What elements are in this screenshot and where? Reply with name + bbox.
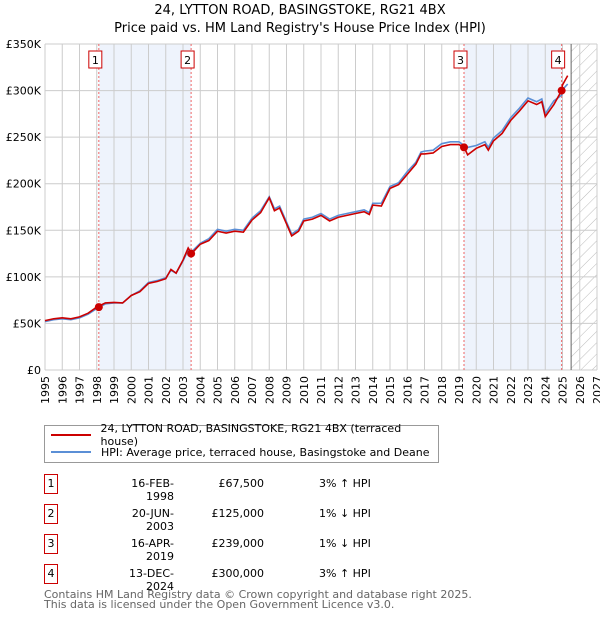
sale-price: £239,000: [211, 537, 265, 550]
y-tick-label: £300K: [6, 85, 42, 98]
sale-marker-number: 1: [44, 474, 58, 494]
x-tick-label: 2008: [263, 376, 276, 404]
sale-date: 20-JUN-2003: [131, 507, 174, 533]
shaded-period: [464, 44, 562, 370]
legend-item-property: 24, LYTTON ROAD, BASINGSTOKE, RG21 4BX (…: [51, 422, 438, 448]
legend-swatch-blue: [51, 451, 91, 453]
x-tick-label: 2016: [401, 376, 414, 404]
y-tick-label: £50K: [13, 317, 42, 330]
x-tick-label: 2022: [505, 376, 518, 404]
x-tick-label: 1998: [91, 376, 104, 404]
x-tick-label: 2021: [488, 376, 501, 404]
x-tick-label: 1995: [39, 376, 52, 404]
legend-label: HPI: Average price, terraced house, Basi…: [101, 445, 430, 459]
sale-marker-number: 2: [44, 504, 58, 524]
sale-marker-box: [180, 50, 195, 69]
y-tick-label: £100K: [6, 271, 42, 284]
sale-marker-label: 2: [184, 54, 191, 67]
x-tick-label: 2012: [332, 376, 345, 404]
price-line: [44, 75, 569, 322]
sale-row: 1 16-FEB-1998 £67,500 3% ↑ HPI: [44, 474, 464, 503]
sale-date: 13-DEC-2024: [128, 567, 174, 593]
sale-hpi-diff: 1% ↓ HPI: [319, 537, 371, 550]
sale-row: 2 20-JUN-2003 £125,000 1% ↓ HPI: [44, 504, 464, 533]
y-tick-label: £250K: [6, 131, 42, 144]
x-tick-label: 2011: [315, 376, 328, 404]
y-tick-label: £150K: [6, 224, 42, 237]
y-tick-label: £200K: [6, 178, 42, 191]
sale-marker-box: [453, 50, 468, 69]
x-tick-label: 2020: [470, 376, 483, 404]
sale-marker-number: 3: [44, 534, 58, 554]
chart-subtitle: Price paid vs. HM Land Registry's House …: [114, 21, 486, 36]
x-tick-label: 2002: [160, 376, 173, 404]
shaded-period: [98, 44, 192, 370]
sale-row: 4 13-DEC-2024 £300,000 3% ↑ HPI: [44, 564, 464, 593]
legend: 24, LYTTON ROAD, BASINGSTOKE, RG21 4BX (…: [44, 422, 439, 463]
x-tick-label: 2018: [436, 376, 449, 404]
y-tick-label: £0: [27, 364, 41, 377]
sale-hpi-diff: 3% ↑ HPI: [319, 477, 371, 490]
footer: Contains HM Land Registry data © Crown c…: [44, 588, 472, 611]
x-tick-label: 2024: [539, 376, 552, 404]
legend-swatch-red: [51, 434, 91, 436]
sale-price: £125,000: [211, 507, 265, 520]
sale-point: [187, 249, 196, 258]
x-tick-label: 2005: [212, 376, 225, 404]
sale-point: [94, 303, 103, 312]
x-tick-label: 2015: [384, 376, 397, 404]
sale-price: £300,000: [211, 567, 265, 580]
x-tick-label: 2026: [574, 376, 587, 404]
x-tick-label: 2013: [350, 376, 363, 404]
sale-point: [460, 143, 469, 152]
x-tick-label: 2001: [143, 376, 156, 404]
legend-item-hpi: HPI: Average price, terraced house, Basi…: [51, 444, 429, 460]
sale-marker-label: 1: [92, 54, 99, 67]
price-chart: 1995 1996 1997 1998 1999 2000 2001 2002 2003 2004…: [6, 38, 600, 404]
x-tick-label: 2027: [591, 376, 600, 404]
x-tick-label: 1997: [74, 376, 87, 404]
x-tick-label: 2000: [125, 376, 138, 404]
x-tick-label: 2006: [229, 376, 242, 404]
x-tick-label: 1996: [56, 376, 69, 404]
x-tick-label: 2007: [246, 376, 259, 404]
x-tick-label: 2014: [367, 376, 380, 404]
x-tick-label: 1999: [108, 376, 121, 404]
sale-hpi-diff: 3% ↑ HPI: [319, 567, 371, 580]
x-tick-label: 2019: [453, 376, 466, 404]
sale-date: 16-APR-2019: [130, 537, 174, 563]
sale-point: [557, 86, 566, 95]
sale-hpi-diff: 1% ↓ HPI: [319, 507, 371, 520]
x-tick-label: 2025: [557, 376, 570, 404]
x-tick-label: 2023: [522, 376, 535, 404]
x-tick-label: 2010: [298, 376, 311, 404]
footer-licence: This data is licensed under the Open Gov…: [44, 598, 395, 611]
footer-copyright: Contains HM Land Registry data © Crown c…: [44, 588, 472, 601]
sale-price: £67,500: [218, 477, 265, 490]
forecast-hatch: [571, 44, 597, 370]
sale-marker-number: 4: [44, 564, 58, 584]
sale-row: 3 16-APR-2019 £239,000 1% ↓ HPI: [44, 534, 464, 563]
sale-marker-box: [551, 50, 566, 69]
sale-marker-label: 4: [555, 54, 562, 67]
sale-marker-box: [88, 50, 103, 69]
legend-label: 24, LYTTON ROAD, BASINGSTOKE, RG21 4BX (…: [100, 422, 402, 448]
x-tick-label: 2004: [194, 376, 207, 404]
sale-marker-label: 3: [457, 54, 464, 67]
sale-date: 16-FEB-1998: [131, 477, 174, 503]
x-tick-label: 2009: [281, 376, 294, 404]
x-tick-label: 2017: [419, 376, 432, 404]
chart-title: 24, LYTTON ROAD, BASINGSTOKE, RG21 4BX: [154, 3, 446, 18]
y-tick-label: £350K: [6, 38, 42, 51]
x-tick-label: 2003: [177, 376, 190, 404]
